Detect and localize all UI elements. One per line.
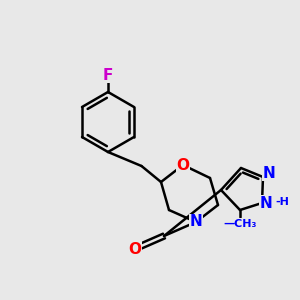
Text: N: N <box>190 214 202 230</box>
Text: O: O <box>128 242 141 257</box>
Text: N: N <box>262 166 275 181</box>
Text: F: F <box>103 68 113 82</box>
Text: -H: -H <box>275 197 289 207</box>
Text: —CH₃: —CH₃ <box>223 219 257 229</box>
Text: N: N <box>260 196 272 211</box>
Text: O: O <box>176 158 190 172</box>
